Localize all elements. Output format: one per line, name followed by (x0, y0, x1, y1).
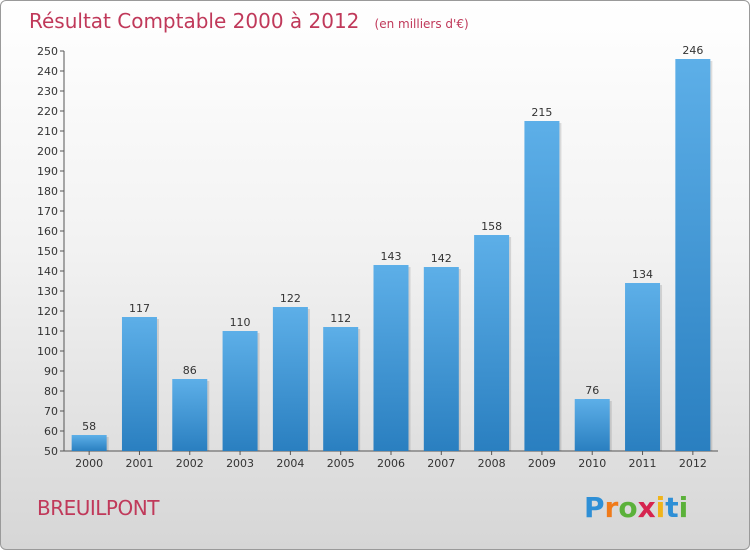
value-label-2010: 76 (585, 384, 599, 397)
value-label-2002: 86 (183, 364, 197, 377)
x-tick-label-2011: 2011 (629, 457, 657, 470)
bar-2001 (121, 317, 157, 451)
y-tick-label: 50 (44, 445, 58, 458)
bar-2000 (71, 435, 107, 451)
x-tick-label-2004: 2004 (276, 457, 304, 470)
value-label-2004: 122 (280, 292, 301, 305)
bar-2003 (222, 331, 258, 451)
y-axis: 50 60 70 80 90 100 110 120 130 140 150 160 170 180 190… (37, 45, 65, 458)
bar-2011 (625, 283, 661, 451)
value-label-2007: 142 (431, 252, 452, 265)
y-tick-label: 160 (37, 225, 58, 238)
proxiti-logo: Proxiti (584, 491, 688, 524)
place-name: BREUILPONT (37, 496, 160, 520)
y-tick-label: 150 (37, 245, 58, 258)
value-label-2009: 215 (531, 106, 552, 119)
bar-2010 (574, 399, 610, 451)
bars-group (71, 59, 713, 451)
value-label-2012: 246 (682, 44, 703, 57)
y-tick-label: 200 (37, 145, 58, 158)
y-tick-label: 230 (37, 85, 58, 98)
y-tick-label: 120 (37, 305, 58, 318)
y-tick-label: 90 (44, 365, 58, 378)
x-tick-label-2003: 2003 (226, 457, 254, 470)
value-label-2006: 143 (381, 250, 402, 263)
x-tick-label-2001: 2001 (125, 457, 153, 470)
chart-title: Résultat Comptable 2000 à 2012 (en milli… (29, 9, 469, 33)
x-tick-label-2009: 2009 (528, 457, 556, 470)
value-label-2003: 110 (230, 316, 251, 329)
y-tick-label: 240 (37, 65, 58, 78)
logo-letter: i (679, 491, 689, 524)
x-axis: 2000 2001 2002 2003 2004 2005 2006 2007 2008 2009… (64, 450, 718, 470)
y-tick-label: 180 (37, 185, 58, 198)
x-tick-label-2002: 2002 (176, 457, 204, 470)
y-tick-label: 110 (37, 325, 58, 338)
x-tick-label-2012: 2012 (679, 457, 707, 470)
y-tick-label: 190 (37, 165, 58, 178)
logo-letter: o (618, 491, 637, 524)
x-tick-label-2000: 2000 (75, 457, 103, 470)
y-tick-label: 250 (37, 45, 58, 58)
value-label-2001: 117 (129, 302, 150, 315)
y-tick-label: 100 (37, 345, 58, 358)
x-tick-label-2007: 2007 (427, 457, 455, 470)
bar-2005 (323, 327, 359, 451)
y-tick-label: 80 (44, 385, 58, 398)
logo-letter: t (665, 491, 678, 524)
logo-letter: r (605, 491, 619, 524)
x-tick-label-2008: 2008 (478, 457, 506, 470)
y-tick-label: 210 (37, 125, 58, 138)
bar-2002 (172, 379, 208, 451)
bar-2009 (524, 121, 560, 451)
value-label-2005: 112 (330, 312, 351, 325)
bar-2004 (272, 307, 308, 451)
y-tick-label: 220 (37, 105, 58, 118)
x-tick-label-2005: 2005 (327, 457, 355, 470)
y-tick-label: 70 (44, 405, 58, 418)
y-tick-label: 130 (37, 285, 58, 298)
y-tick-label: 140 (37, 265, 58, 278)
bar-2006 (373, 265, 409, 451)
logo-letter: i (656, 491, 666, 524)
bar-2007 (423, 267, 459, 451)
x-tick-label-2006: 2006 (377, 457, 405, 470)
value-labels-group: 58 117 86 110 122 112 143 142 158 215 76 134 246 (82, 44, 703, 433)
bar-2012 (675, 59, 711, 451)
value-label-2011: 134 (632, 268, 653, 281)
value-label-2000: 58 (82, 420, 96, 433)
y-tick-label: 60 (44, 425, 58, 438)
value-label-2008: 158 (481, 220, 502, 233)
logo-letter: x (638, 491, 656, 524)
logo-letter: P (584, 491, 605, 524)
y-tick-label: 170 (37, 205, 58, 218)
bar-2008 (474, 235, 510, 451)
x-tick-label-2010: 2010 (578, 457, 606, 470)
